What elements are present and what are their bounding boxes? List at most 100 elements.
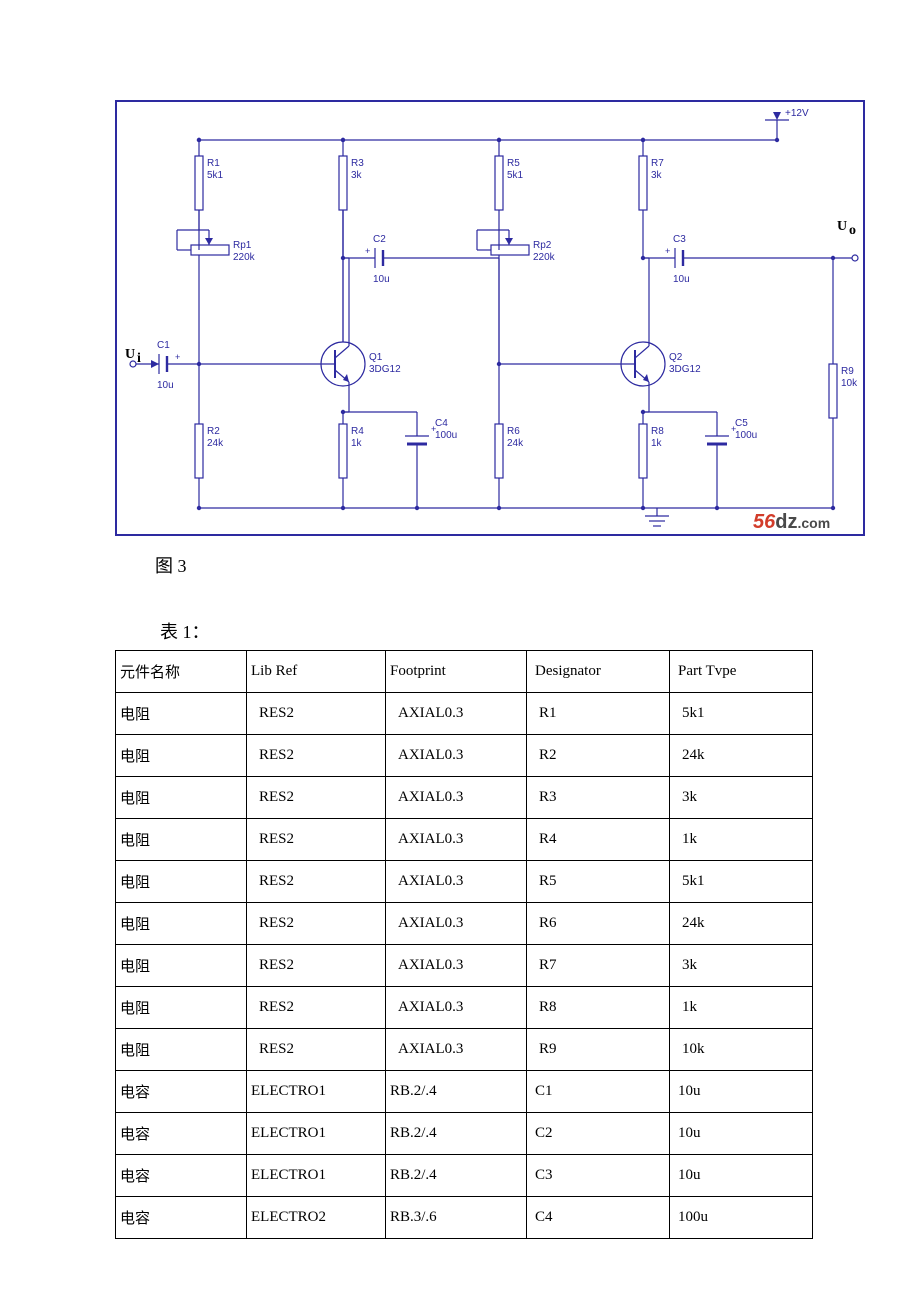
table-cell: RB.3/.6: [386, 1197, 527, 1239]
table-cell: R1: [527, 693, 670, 735]
table-cell: 1k: [670, 987, 813, 1029]
svg-text:Rp2: Rp2: [533, 240, 552, 251]
svg-text:Q2: Q2: [669, 352, 683, 363]
table-cell: 电阻: [116, 693, 247, 735]
svg-text:R6: R6: [507, 426, 520, 437]
table-cell: RES2: [247, 693, 386, 735]
svg-text:220k: 220k: [533, 252, 556, 263]
table-header-cell: Designator: [527, 651, 670, 693]
table-cell: RES2: [247, 861, 386, 903]
table-row: 电容ELECTRO1RB.2/.4C110u: [116, 1071, 813, 1113]
table-cell: RB.2/.4: [386, 1155, 527, 1197]
svg-text:Q1: Q1: [369, 352, 383, 363]
table-cell: RES2: [247, 945, 386, 987]
svg-text:o: o: [849, 223, 856, 238]
table-cell: 10u: [670, 1113, 813, 1155]
svg-text:R7: R7: [651, 158, 664, 169]
table-cell: RES2: [247, 777, 386, 819]
table-cell: 24k: [670, 903, 813, 945]
table-cell: R8: [527, 987, 670, 1029]
table-cell: 3k: [670, 777, 813, 819]
table-cell: ELECTRO1: [247, 1071, 386, 1113]
table-cell: AXIAL0.3: [386, 693, 527, 735]
table-cell: 10k: [670, 1029, 813, 1071]
table-cell: R7: [527, 945, 670, 987]
table-cell: 电容: [116, 1197, 247, 1239]
svg-text:24k: 24k: [507, 438, 524, 449]
table-cell: RB.2/.4: [386, 1071, 527, 1113]
svg-text:24k: 24k: [207, 438, 224, 449]
table-cell: 电阻: [116, 945, 247, 987]
table-cell: ELECTRO1: [247, 1113, 386, 1155]
table-header-cell: 元件名称: [116, 651, 247, 693]
table-cell: C1: [527, 1071, 670, 1113]
table-row: 电容ELECTRO2RB.3/.6C4100u: [116, 1197, 813, 1239]
table-cell: R6: [527, 903, 670, 945]
table-row: 电阻RES2AXIAL0.3R224k: [116, 735, 813, 777]
svg-text:R1: R1: [207, 158, 220, 169]
svg-text:R8: R8: [651, 426, 664, 437]
table-cell: ELECTRO1: [247, 1155, 386, 1197]
table-row: 电阻RES2AXIAL0.3R41k: [116, 819, 813, 861]
svg-text:10u: 10u: [157, 380, 174, 391]
table-cell: 电阻: [116, 903, 247, 945]
svg-text:+12V: +12V: [785, 108, 809, 119]
table-cell: AXIAL0.3: [386, 819, 527, 861]
table-header-cell: Part Tvpe: [670, 651, 813, 693]
svg-text:+: +: [175, 352, 180, 362]
table-cell: AXIAL0.3: [386, 861, 527, 903]
table-cell: C4: [527, 1197, 670, 1239]
table-cell: RB.2/.4: [386, 1113, 527, 1155]
svg-text:C1: C1: [157, 340, 170, 351]
table-cell: 100u: [670, 1197, 813, 1239]
svg-text:R4: R4: [351, 426, 364, 437]
svg-text:5k1: 5k1: [207, 170, 224, 181]
table-cell: 电阻: [116, 735, 247, 777]
table-row: 电阻RES2AXIAL0.3R55k1: [116, 861, 813, 903]
schematic-diagram: +12VR15k1Rp1220kR224kUi+C110uQ13DG12R33k…: [115, 100, 865, 536]
table-cell: AXIAL0.3: [386, 987, 527, 1029]
svg-text:3k: 3k: [351, 170, 363, 181]
table-cell: 电阻: [116, 1029, 247, 1071]
table-cell: R2: [527, 735, 670, 777]
svg-text:220k: 220k: [233, 252, 256, 263]
table-cell: 1k: [670, 819, 813, 861]
table-cell: ELECTRO2: [247, 1197, 386, 1239]
table-cell: 电阻: [116, 819, 247, 861]
table-row: 电容ELECTRO1RB.2/.4C310u: [116, 1155, 813, 1197]
table-cell: AXIAL0.3: [386, 945, 527, 987]
table-cell: RES2: [247, 819, 386, 861]
table-cell: 5k1: [670, 693, 813, 735]
table-cell: R5: [527, 861, 670, 903]
svg-text:Rp1: Rp1: [233, 240, 252, 251]
table-cell: 电容: [116, 1155, 247, 1197]
svg-text:C4: C4: [435, 418, 448, 429]
svg-text:100u: 100u: [735, 430, 757, 441]
table-cell: RES2: [247, 903, 386, 945]
table-cell: 电阻: [116, 987, 247, 1029]
table-cell: RES2: [247, 735, 386, 777]
svg-text:C5: C5: [735, 418, 748, 429]
svg-text:C3: C3: [673, 234, 686, 245]
table-cell: 24k: [670, 735, 813, 777]
svg-text:+: +: [365, 246, 370, 256]
table-row: 电阻RES2AXIAL0.3R624k: [116, 903, 813, 945]
svg-text:1k: 1k: [651, 438, 663, 449]
figure-caption: 图 3: [155, 552, 920, 578]
table-cell: C3: [527, 1155, 670, 1197]
svg-text:100u: 100u: [435, 430, 457, 441]
svg-text:56dz.com: 56dz.com: [753, 511, 830, 533]
table-header-cell: Footprint: [386, 651, 527, 693]
svg-text:U: U: [837, 219, 847, 234]
table-cell: AXIAL0.3: [386, 777, 527, 819]
table-row: 电阻RES2AXIAL0.3R73k: [116, 945, 813, 987]
svg-text:10k: 10k: [841, 378, 858, 389]
table-row: 电阻RES2AXIAL0.3R33k: [116, 777, 813, 819]
table-header-row: 元件名称Lib RefFootprintDesignatorPart Tvpe: [116, 651, 813, 693]
table-cell: AXIAL0.3: [386, 1029, 527, 1071]
table-row: 电阻RES2AXIAL0.3R81k: [116, 987, 813, 1029]
svg-text:+: +: [665, 246, 670, 256]
table-cell: 3k: [670, 945, 813, 987]
table-cell: AXIAL0.3: [386, 735, 527, 777]
parts-table: 元件名称Lib RefFootprintDesignatorPart Tvpe …: [115, 650, 813, 1239]
